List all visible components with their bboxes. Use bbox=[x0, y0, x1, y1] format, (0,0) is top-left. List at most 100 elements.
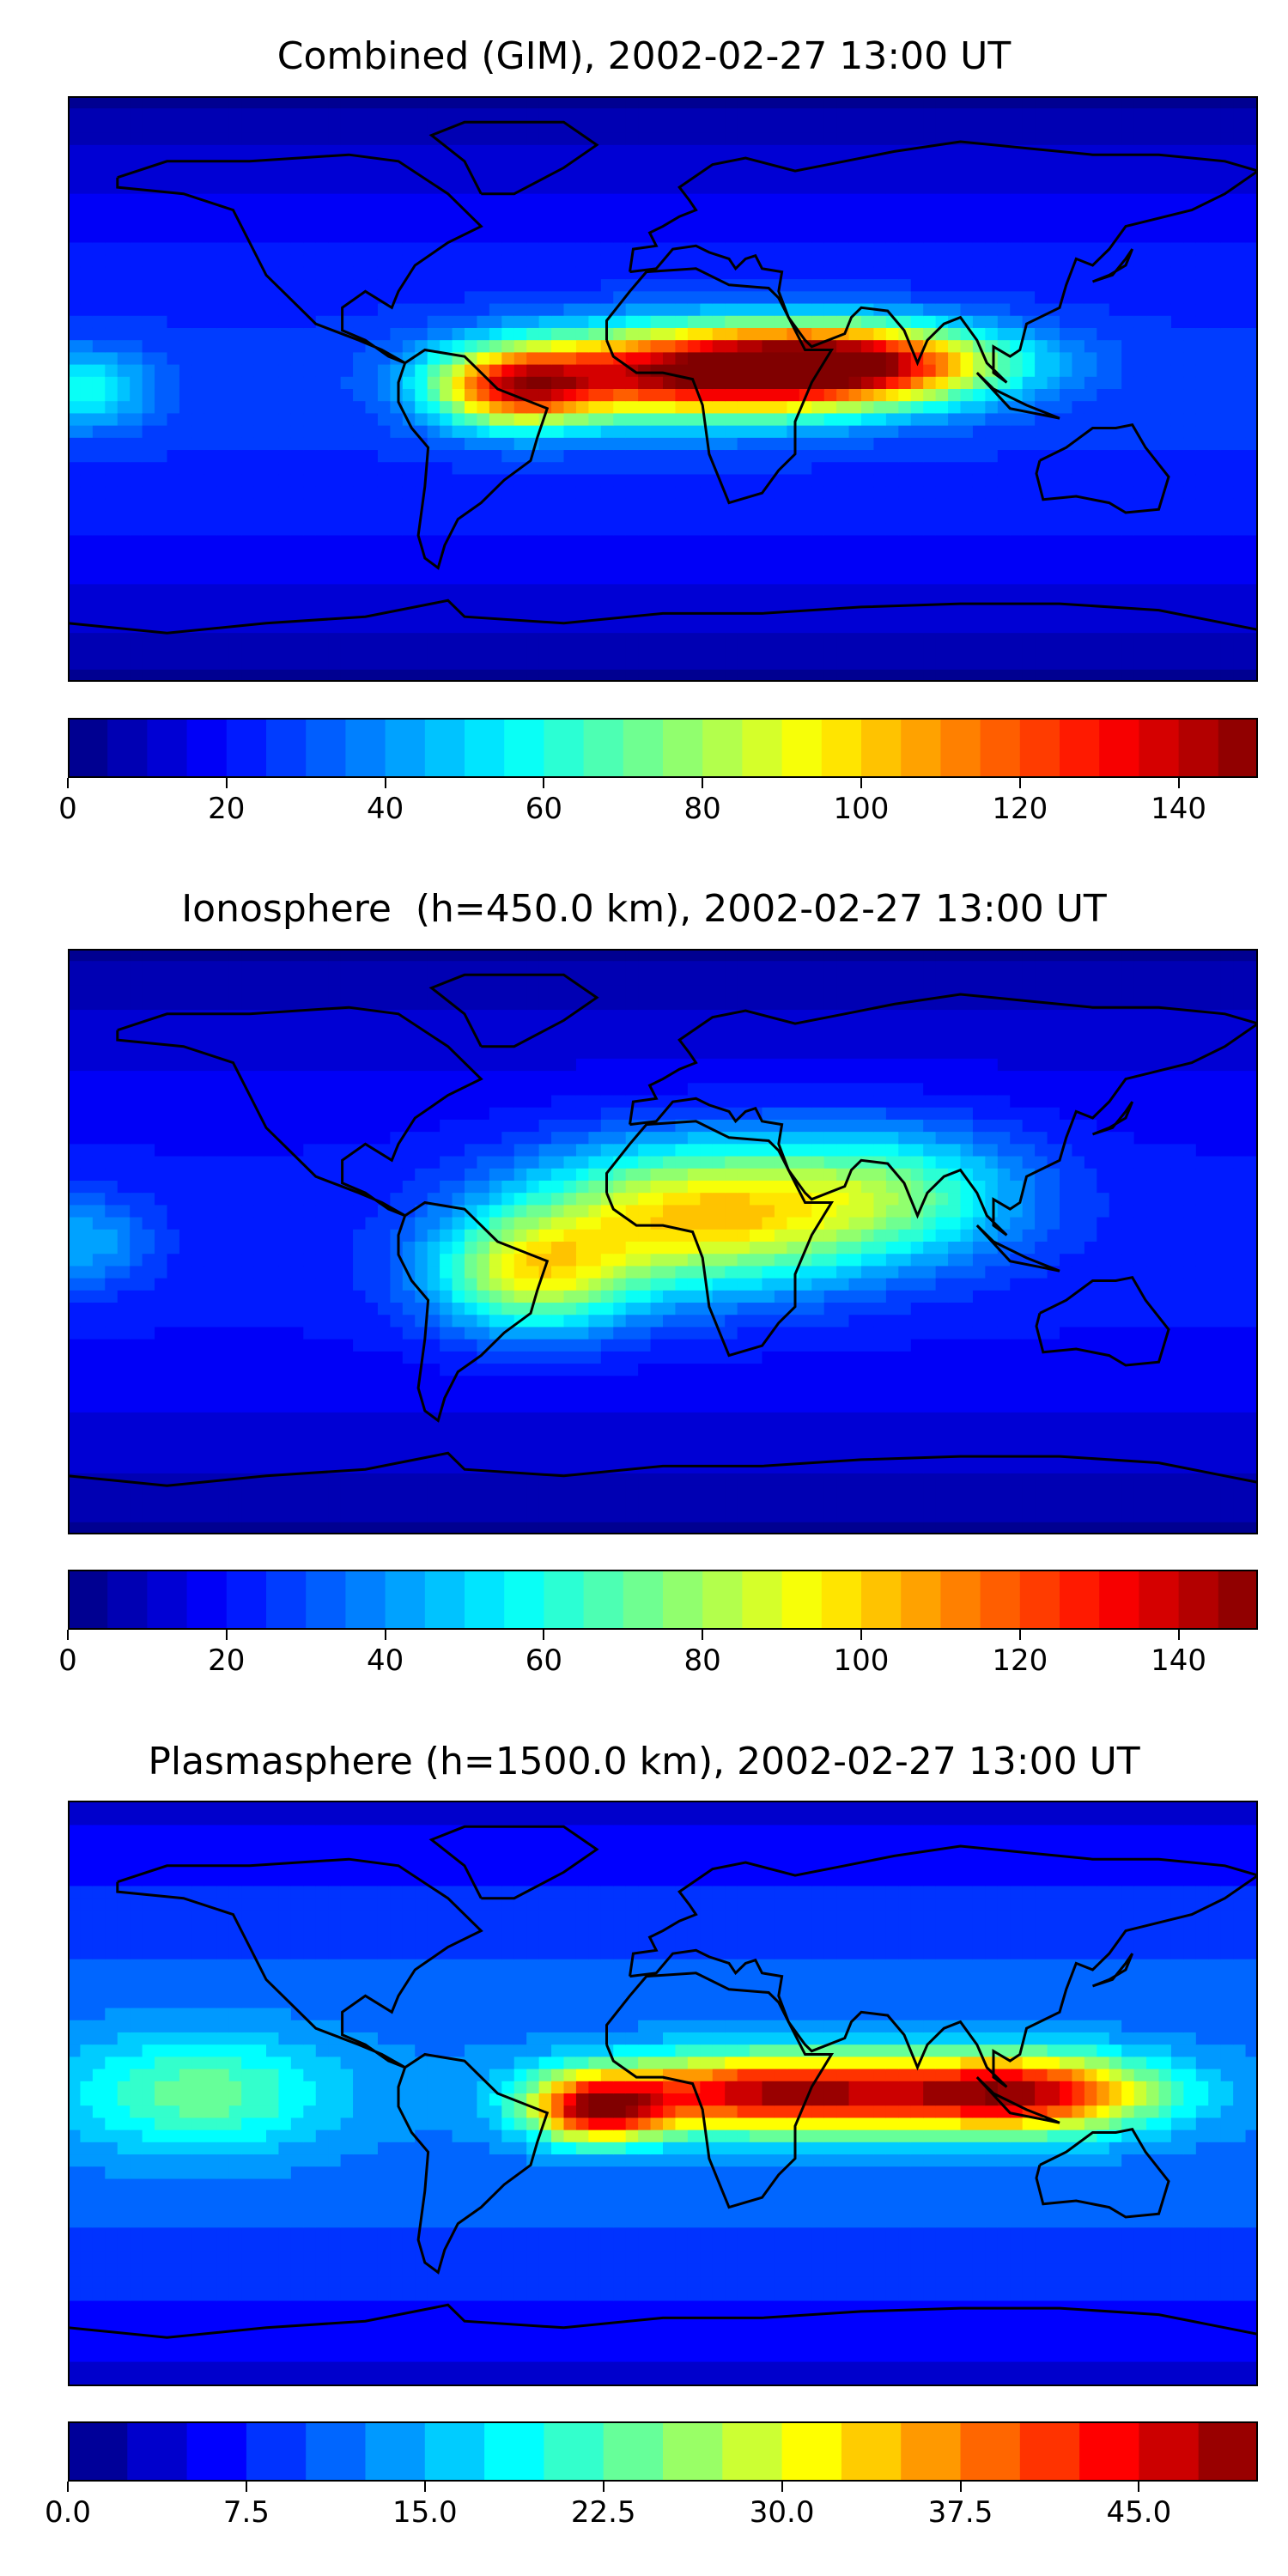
heatmap-cell bbox=[600, 303, 614, 317]
heatmap-cell bbox=[985, 584, 999, 598]
heatmap-cell bbox=[130, 315, 143, 329]
heatmap-cell bbox=[725, 96, 738, 109]
heatmap-cell bbox=[1245, 376, 1258, 390]
heatmap-cell bbox=[191, 254, 205, 268]
heatmap-cell bbox=[1158, 547, 1172, 561]
heatmap-cell bbox=[600, 437, 614, 451]
heatmap-cell bbox=[861, 584, 875, 598]
heatmap-cell bbox=[1183, 157, 1197, 170]
heatmap-cell bbox=[303, 413, 317, 427]
heatmap-cell bbox=[1022, 413, 1036, 427]
heatmap-cell bbox=[427, 474, 440, 488]
heatmap-cell bbox=[1170, 181, 1184, 195]
heatmap-cell bbox=[1133, 303, 1147, 317]
heatmap-cell bbox=[1072, 559, 1085, 573]
heatmap-cell bbox=[68, 1498, 82, 1511]
heatmap-cell bbox=[155, 645, 168, 659]
heatmap-cell bbox=[625, 218, 639, 231]
heatmap-cell bbox=[501, 376, 515, 390]
heatmap-cell bbox=[551, 535, 565, 549]
heatmap-cell bbox=[1158, 303, 1172, 317]
heatmap-cell bbox=[1072, 620, 1085, 634]
heatmap-cell bbox=[1195, 303, 1209, 317]
heatmap-cell bbox=[1245, 352, 1258, 366]
heatmap-cell bbox=[836, 498, 850, 512]
heatmap-cell bbox=[328, 413, 342, 427]
heatmap-cell bbox=[538, 425, 552, 439]
heatmap-cell bbox=[92, 596, 106, 610]
heatmap-cell bbox=[1084, 108, 1097, 122]
heatmap-cell bbox=[501, 205, 515, 219]
heatmap-cell bbox=[501, 327, 515, 341]
heatmap-cell bbox=[861, 486, 875, 500]
heatmap-cell bbox=[92, 1022, 106, 1036]
heatmap-cell bbox=[1047, 315, 1060, 329]
heatmap-cell bbox=[290, 96, 304, 109]
heatmap-cell bbox=[910, 169, 924, 183]
heatmap-cell bbox=[811, 669, 825, 682]
heatmap-cell bbox=[687, 96, 701, 109]
heatmap-cell bbox=[353, 596, 367, 610]
heatmap-cell bbox=[737, 584, 750, 598]
heatmap-cell bbox=[588, 181, 602, 195]
heatmap-cell bbox=[465, 108, 478, 122]
heatmap-cell bbox=[290, 413, 304, 427]
heatmap-cell bbox=[823, 266, 837, 280]
heatmap-cell bbox=[340, 242, 354, 256]
heatmap-cell bbox=[1146, 596, 1160, 610]
heatmap-cell bbox=[1047, 608, 1060, 622]
heatmap-cell bbox=[427, 193, 440, 207]
heatmap-cell bbox=[600, 96, 614, 109]
heatmap-cell bbox=[415, 315, 428, 329]
heatmap-cell bbox=[1121, 193, 1135, 207]
heatmap-cell bbox=[1183, 218, 1197, 231]
heatmap-cell bbox=[266, 315, 280, 329]
heatmap-cell bbox=[105, 1315, 118, 1328]
heatmap-cell bbox=[1158, 437, 1172, 451]
heatmap-cell bbox=[935, 108, 949, 122]
heatmap-cell bbox=[80, 230, 94, 244]
heatmap-cell bbox=[750, 608, 763, 622]
heatmap-cell bbox=[80, 985, 94, 999]
heatmap-cell bbox=[948, 633, 962, 646]
heatmap-cell bbox=[80, 1058, 94, 1072]
heatmap-cell bbox=[68, 1058, 82, 1072]
heatmap-cell bbox=[1245, 108, 1258, 122]
heatmap-cell bbox=[1195, 291, 1209, 305]
heatmap-cell bbox=[142, 1327, 155, 1340]
heatmap-cell bbox=[477, 523, 490, 537]
heatmap-cell bbox=[600, 120, 614, 134]
heatmap-cell bbox=[191, 279, 205, 292]
heatmap-cell bbox=[613, 547, 627, 561]
heatmap-cell bbox=[155, 327, 168, 341]
heatmap-cell bbox=[1084, 608, 1097, 622]
heatmap-cell bbox=[799, 535, 812, 549]
coastline bbox=[975, 372, 1060, 420]
heatmap-cell bbox=[1133, 401, 1147, 415]
heatmap-cell bbox=[1097, 327, 1110, 341]
heatmap-cell bbox=[774, 498, 787, 512]
heatmap-cell bbox=[687, 657, 701, 671]
heatmap-cell bbox=[1047, 535, 1060, 549]
heatmap-cell bbox=[650, 474, 664, 488]
heatmap-cell bbox=[910, 608, 924, 622]
heatmap-cell bbox=[625, 193, 639, 207]
heatmap-cell bbox=[1060, 376, 1073, 390]
heatmap-cell bbox=[1146, 633, 1160, 646]
heatmap-cell bbox=[353, 157, 367, 170]
heatmap-cell bbox=[328, 169, 342, 183]
heatmap-cell bbox=[477, 584, 490, 598]
heatmap-cell bbox=[811, 303, 825, 317]
heatmap-cell bbox=[68, 303, 82, 317]
heatmap-cell bbox=[972, 169, 986, 183]
heatmap-cell bbox=[1245, 511, 1258, 524]
heatmap-cell bbox=[526, 254, 540, 268]
heatmap-cell bbox=[377, 596, 391, 610]
heatmap-cell bbox=[762, 389, 775, 402]
heatmap-cell bbox=[811, 584, 825, 598]
heatmap-cell bbox=[948, 279, 962, 292]
heatmap-cell bbox=[80, 997, 94, 1011]
heatmap-cell bbox=[712, 96, 726, 109]
heatmap-cell bbox=[1183, 657, 1197, 671]
heatmap-cell bbox=[142, 1315, 155, 1328]
